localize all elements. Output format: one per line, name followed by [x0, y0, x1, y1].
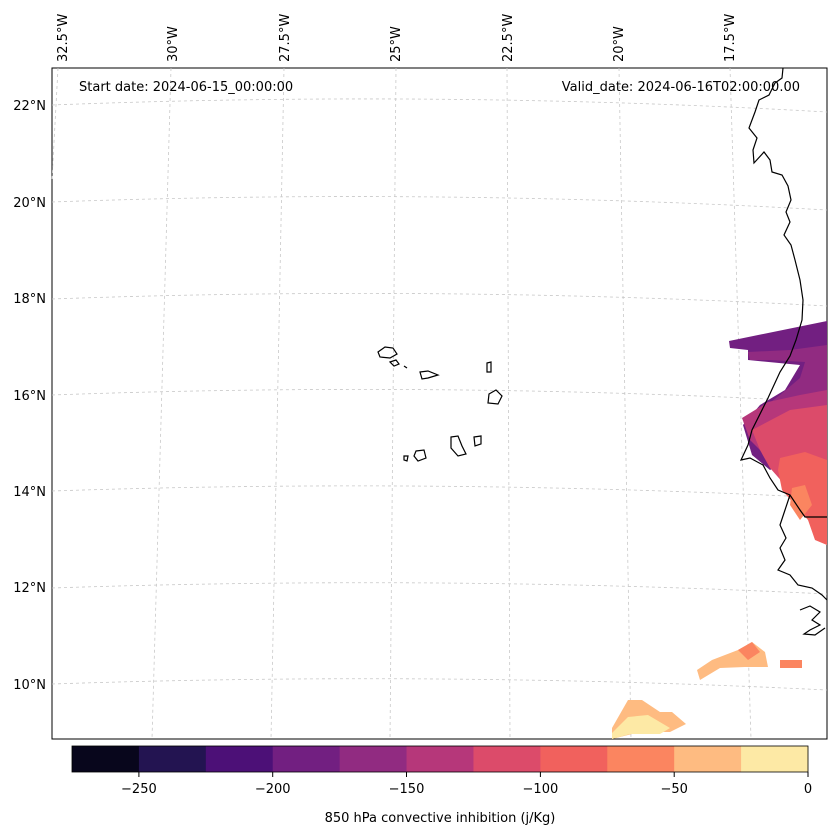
lon-label: 27.5°W	[278, 14, 293, 62]
cape-verde-maio	[473, 435, 482, 447]
lat-label: 14°N	[13, 485, 46, 500]
senegal-coast-detail	[777, 494, 828, 601]
latitude-labels: 22°N 20°N 18°N 16°N 14°N 12°N 10°N	[13, 99, 46, 693]
colorbar: −250 −200 −150 −100 −50 0 850 hPa convec…	[71, 745, 812, 826]
lat-label: 16°N	[13, 389, 46, 404]
colorbar-swatch	[339, 746, 408, 772]
lon-label: 30°W	[166, 26, 181, 62]
colorbar-swatch	[473, 746, 541, 772]
lat-label: 18°N	[13, 292, 46, 307]
cape-verde-fogo	[413, 449, 427, 462]
colorbar-ticks	[138, 772, 809, 777]
lon-label: 17.5°W	[723, 14, 738, 62]
lon-label: 22.5°W	[501, 14, 516, 62]
colorbar-tick-label: −50	[660, 782, 687, 797]
cin-region-south-1b	[738, 642, 760, 660]
colorbar-swatch	[540, 746, 608, 772]
cin-region-south-2	[780, 660, 802, 668]
map-frame	[51, 67, 828, 740]
colorbar-tick-label: 0	[804, 782, 812, 797]
lat-label: 22°N	[13, 99, 46, 114]
cin-filled-contours	[612, 321, 827, 739]
coastlines	[377, 67, 828, 636]
cape-verde-sao-vicente	[388, 359, 400, 367]
lon-label: 25°W	[389, 26, 404, 62]
cape-verde-santiago	[450, 435, 467, 457]
colorbar-tick-label: −100	[523, 782, 559, 797]
cin-region-coast-tip	[790, 485, 812, 520]
colorbar-swatch	[607, 746, 675, 772]
lat-label: 20°N	[13, 196, 46, 211]
valid-date-label: Valid_date: 2024-06-16T02:00:00.00	[562, 80, 800, 95]
colorbar-swatch	[674, 746, 742, 772]
cape-verde-santa-luzia	[403, 365, 408, 369]
colorbar-outline	[71, 745, 809, 773]
lat-label: 10°N	[13, 678, 46, 693]
lon-label: 32.5°W	[56, 14, 71, 62]
colorbar-tick-label: −150	[389, 782, 425, 797]
colorbar-swatch	[138, 746, 207, 772]
colorbar-tick-label: −200	[255, 782, 291, 797]
colorbar-swatch	[72, 746, 140, 772]
colorbar-swatch	[406, 746, 474, 772]
start-date-label: Start date: 2024-06-15_00:00:00	[79, 80, 293, 95]
longitude-labels: 32.5°W 30°W 27.5°W 25°W 22.5°W 20°W 17.5…	[56, 14, 738, 62]
colorbar-swatch	[741, 746, 809, 772]
lat-label: 12°N	[13, 581, 46, 596]
lon-label: 20°W	[612, 26, 627, 62]
cape-verde-brava	[403, 455, 409, 462]
colorbar-swatch	[205, 746, 274, 772]
colorbar-swatch	[272, 746, 341, 772]
colorbar-label: 850 hPa convective inhibition (j/Kg)	[325, 811, 556, 826]
cape-verde-sal	[486, 361, 492, 373]
cape-verde-boa-vista	[487, 389, 503, 405]
colorbar-swatches	[72, 746, 809, 772]
cin-region-south-3b	[612, 715, 670, 739]
guinea-coast-detail	[799, 605, 826, 636]
cape-verde-sao-nicolau	[419, 370, 440, 380]
graticule	[51, 67, 828, 740]
africa-coastline	[739, 67, 827, 518]
cape-verde-santo-antao	[377, 346, 398, 359]
colorbar-tick-label: −250	[121, 782, 157, 797]
